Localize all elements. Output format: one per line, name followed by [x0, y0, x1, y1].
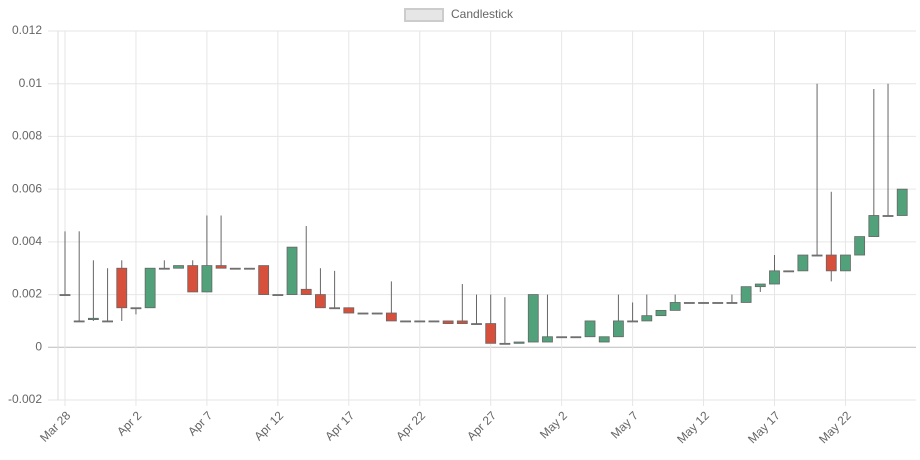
candle-body [173, 265, 184, 269]
candle-body [400, 320, 411, 323]
x-tick-label: May 12 [674, 408, 712, 446]
candle-body [73, 320, 85, 323]
x-tick-label: Apr 27 [464, 408, 499, 443]
candle-body [683, 302, 695, 304]
candle-body [201, 265, 213, 293]
candle-body [187, 265, 199, 293]
candle-body [471, 323, 482, 325]
candle-body [556, 336, 568, 339]
candle-body [698, 302, 709, 304]
candle-body [357, 312, 369, 315]
candle-body [627, 320, 638, 323]
y-tick-label: 0.006 [12, 181, 42, 195]
x-tick-label: Mar 28 [37, 408, 74, 445]
legend-swatch [404, 8, 444, 22]
candle-body [456, 320, 468, 324]
candle-body [769, 270, 780, 285]
candle-body [144, 267, 156, 309]
candle-body [329, 307, 341, 310]
candle-body [300, 288, 312, 295]
candle-body [499, 342, 511, 345]
candle-body [286, 246, 298, 295]
candle-body [428, 320, 440, 323]
x-tick-label: May 2 [537, 408, 570, 441]
candle-body [315, 294, 326, 309]
y-tick-label: 0 [35, 339, 42, 353]
x-tick-label: Apr 7 [185, 408, 215, 438]
candle-body [896, 188, 908, 216]
candle-body [513, 341, 525, 344]
candle-body [442, 320, 454, 324]
legend-label: Candlestick [451, 7, 514, 21]
candle-body [783, 270, 795, 273]
candle-body [570, 336, 582, 339]
candle-body [542, 336, 553, 343]
candle-body [598, 336, 610, 343]
y-tick-label: 0.01 [19, 76, 43, 90]
candle-body [641, 315, 653, 322]
candle-body [371, 312, 383, 315]
candle-body [584, 320, 596, 338]
candle-body [385, 312, 397, 322]
x-tick-label: May 17 [745, 408, 783, 446]
x-tick-label: May 22 [816, 408, 854, 446]
x-tick-label: Apr 17 [322, 408, 357, 443]
candle-body [87, 317, 99, 321]
candle-body [527, 294, 539, 343]
candle-body [655, 309, 667, 317]
candle-body [102, 320, 113, 323]
candle-body [343, 307, 355, 314]
candle-body [740, 286, 752, 303]
x-tick-label: Apr 12 [251, 408, 286, 443]
candle-body [215, 265, 227, 269]
x-tick-label: Apr 2 [114, 408, 144, 438]
candle-body [229, 267, 241, 270]
candle-body [712, 302, 724, 304]
candle-body [854, 236, 866, 256]
candle-body [485, 323, 497, 344]
candle-body [669, 302, 681, 311]
candle-body [726, 302, 738, 304]
candle-body [244, 267, 255, 270]
candle-body [825, 254, 837, 272]
candle-body [158, 267, 170, 270]
candle-body [130, 307, 142, 310]
candle-body [811, 254, 823, 257]
candle-body [754, 283, 766, 288]
candle-body [258, 265, 270, 295]
candle-body [797, 254, 809, 272]
candle-body [613, 320, 624, 338]
candle-body [840, 254, 851, 272]
y-tick-label: -0.002 [8, 392, 42, 406]
candle-body [882, 215, 894, 217]
candle-body [868, 215, 880, 237]
x-tick-label: Apr 22 [393, 408, 428, 443]
y-tick-label: 0.012 [12, 23, 42, 37]
x-tick-label: May 7 [608, 408, 641, 441]
y-tick-label: 0.008 [12, 129, 42, 143]
y-tick-label: 0.002 [12, 287, 42, 301]
candle-body [59, 294, 71, 296]
y-tick-label: 0.004 [12, 234, 42, 248]
candle-body [272, 294, 284, 296]
candle-body [116, 267, 128, 309]
candle-body [414, 320, 426, 323]
